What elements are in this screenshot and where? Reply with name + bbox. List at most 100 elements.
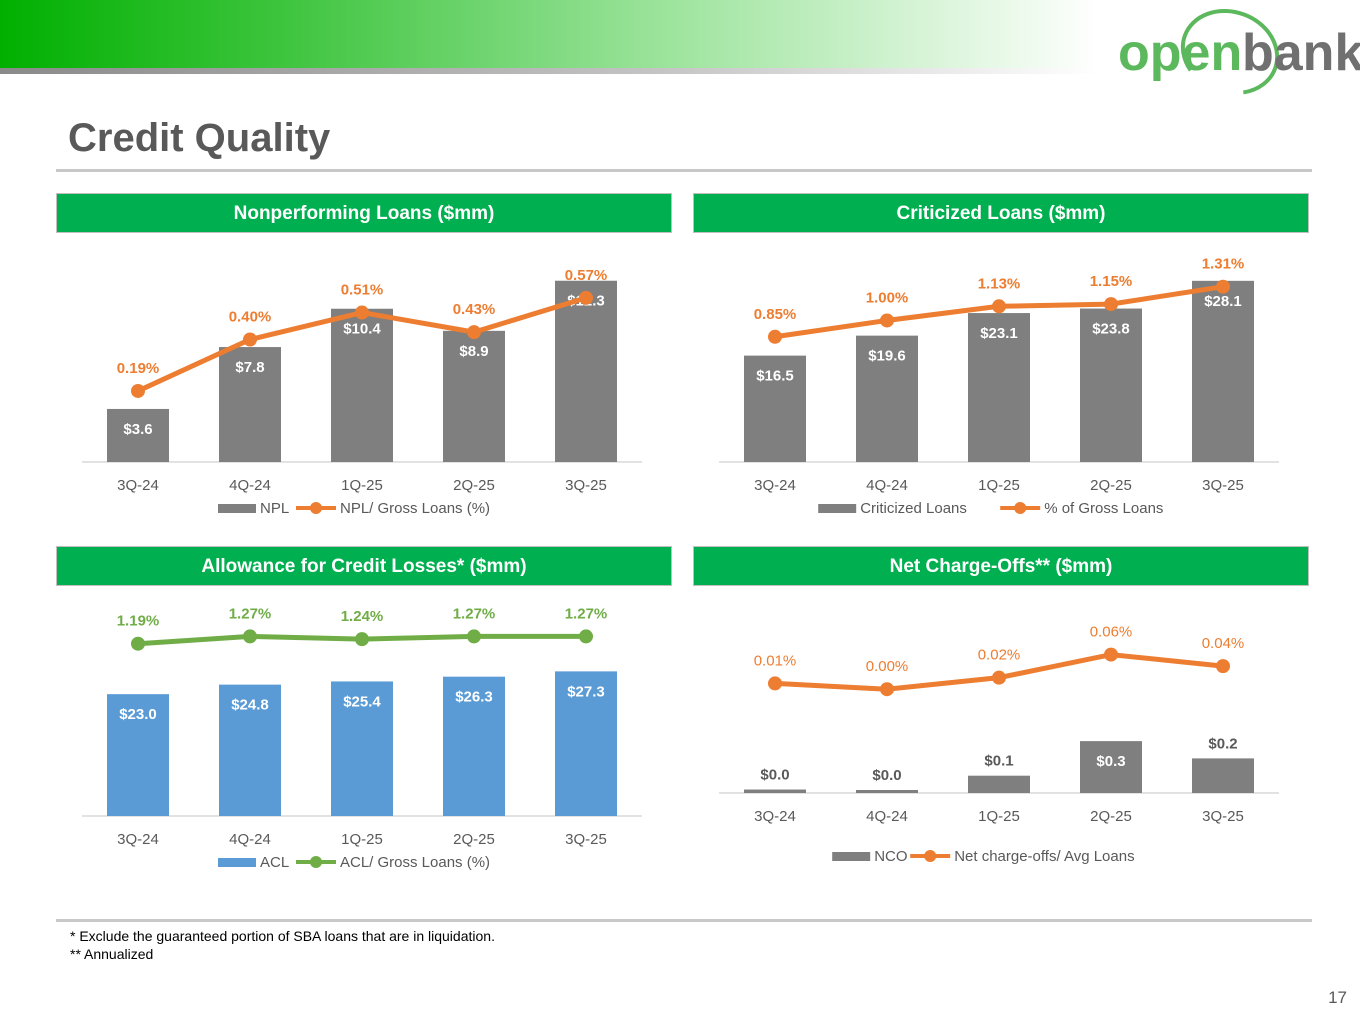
footnote-annualized: ** Annualized	[70, 946, 154, 962]
legend-bar-label: NPL	[260, 500, 289, 517]
bar-value-label: $0.3	[1096, 753, 1125, 770]
ratio-point	[467, 629, 481, 644]
x-tick-label: 4Q-24	[229, 477, 271, 494]
footer-divider	[56, 919, 1312, 922]
ratio-point	[1216, 279, 1230, 294]
ratio-point	[355, 305, 369, 320]
footnote-acl: * Exclude the guaranteed portion of SBA …	[70, 928, 495, 944]
ratio-point	[768, 676, 782, 691]
ratio-label: 0.19%	[117, 360, 160, 377]
bar-2Q-25	[1080, 741, 1142, 793]
bar-2Q-25	[1080, 308, 1142, 462]
bar-4Q-24	[219, 347, 281, 462]
ratio-label: 1.27%	[229, 605, 272, 622]
bar-4Q-24	[856, 790, 918, 793]
ratio-point	[579, 629, 593, 644]
x-tick-label: 4Q-24	[229, 831, 271, 848]
ratio-point	[355, 632, 369, 647]
bar-3Q-25	[1192, 758, 1254, 793]
criticized-panel-header: Criticized Loans ($mm)	[693, 193, 1309, 233]
legend-bar-label: ACL	[260, 854, 289, 871]
logo-word-open: open	[1118, 24, 1242, 82]
x-tick-label: 4Q-24	[866, 477, 908, 494]
page-title: Credit Quality	[68, 116, 331, 160]
bar-3Q-24	[744, 789, 806, 793]
bar-3Q-25	[1192, 280, 1254, 462]
bar-3Q-24	[107, 408, 169, 462]
legend-bar-swatch	[818, 504, 857, 513]
bar-value-label: $10.4	[343, 321, 381, 338]
ratio-label: 0.04%	[1202, 635, 1245, 652]
bar-value-label: $25.4	[343, 693, 381, 710]
top-gradient-bar	[0, 0, 1100, 70]
npl-panel-header: Nonperforming Loans ($mm)	[56, 193, 672, 233]
legend-line-label: Net charge-offs/ Avg Loans	[954, 848, 1134, 865]
acl-chart: $23.0 3Q-24 $24.8 4Q-24 $25.4 1Q-25 $26.3 2Q-25…	[82, 605, 642, 871]
bar-1Q-25	[968, 775, 1030, 793]
bar-value-label: $26.3	[455, 689, 493, 706]
x-tick-label: 2Q-25	[453, 477, 495, 494]
legend-line-marker	[924, 850, 937, 862]
ratio-point	[243, 332, 257, 347]
ratio-label: 0.01%	[754, 652, 797, 669]
page-number: 17	[1328, 988, 1347, 1007]
bar-4Q-24	[219, 684, 281, 816]
bar-value-label: $16.5	[756, 368, 794, 385]
x-tick-label: 3Q-24	[117, 831, 159, 848]
bar-value-label: $7.8	[235, 359, 264, 376]
x-tick-label: 1Q-25	[341, 831, 383, 848]
legend-bar-label: Criticized Loans	[860, 500, 967, 517]
legend-line-label: % of Gross Loans	[1044, 500, 1163, 517]
ratio-point	[467, 325, 481, 340]
ratio-label: 0.00%	[866, 658, 909, 675]
legend-bar-swatch	[218, 504, 256, 513]
x-tick-label: 3Q-25	[1202, 808, 1244, 825]
legend-line-marker	[1014, 502, 1027, 514]
ratio-point	[880, 682, 894, 697]
x-tick-label: 2Q-25	[1090, 808, 1132, 825]
bar-value-label: $23.0	[119, 706, 157, 723]
ratio-label: 0.51%	[341, 282, 384, 299]
x-tick-label: 3Q-24	[754, 808, 796, 825]
criticized-chart: $16.5 3Q-24 $19.6 4Q-24 $23.1 1Q-25 $23.8 2Q-25…	[719, 256, 1279, 517]
bar-1Q-25	[331, 681, 393, 816]
x-tick-label: 3Q-24	[754, 477, 796, 494]
ratio-label: 1.27%	[453, 605, 496, 622]
legend-bar-swatch	[832, 852, 871, 861]
npl-chart: $3.63Q-24$7.84Q-24$10.41Q-25$8.92Q-25$12…	[82, 267, 642, 517]
bar-value-label: $23.1	[980, 325, 1018, 342]
legend-line-label: NPL/ Gross Loans (%)	[340, 500, 490, 517]
bar-2Q-25	[443, 330, 505, 462]
logo-word-bank: bank	[1242, 24, 1360, 82]
nco-panel-header: Net Charge-Offs** ($mm)	[693, 546, 1309, 586]
ratio-point	[131, 636, 145, 651]
ratio-label: 0.02%	[978, 647, 1021, 664]
ratio-label: 1.00%	[866, 289, 909, 306]
nco-chart: $0.0 3Q-24 $0.0 4Q-24 $0.1 1Q-25 $0.3 2Q-25 $0.2…	[719, 624, 1279, 865]
ratio-point	[1104, 647, 1118, 662]
bar-3Q-25	[555, 280, 617, 462]
bar-4Q-24	[856, 335, 918, 462]
ratio-label: 0.40%	[229, 309, 272, 326]
ratio-label: 1.24%	[341, 608, 384, 625]
x-tick-label: 3Q-25	[565, 477, 607, 494]
bar-value-label: $0.1	[984, 753, 1013, 770]
ratio-label: 0.43%	[453, 301, 496, 318]
bar-1Q-25	[331, 308, 393, 462]
ratio-point	[768, 329, 782, 344]
ratio-point	[243, 629, 257, 644]
ratio-point	[992, 299, 1006, 314]
legend-line-label: ACL/ Gross Loans (%)	[340, 854, 490, 871]
bar-value-label: $23.8	[1092, 321, 1130, 338]
bar-3Q-24	[744, 355, 806, 462]
bar-3Q-25	[555, 671, 617, 816]
openbank-logo: open bank	[1118, 8, 1360, 96]
acl-panel-header: Allowance for Credit Losses* ($mm)	[56, 546, 672, 586]
legend-bar-label: NCO	[874, 848, 907, 865]
ratio-point	[1216, 659, 1230, 674]
ratio-label: 1.19%	[117, 613, 160, 630]
ratio-label: 1.15%	[1090, 273, 1133, 290]
legend-bar-swatch	[218, 858, 256, 867]
x-tick-label: 1Q-25	[341, 477, 383, 494]
legend-line-marker	[310, 856, 322, 868]
